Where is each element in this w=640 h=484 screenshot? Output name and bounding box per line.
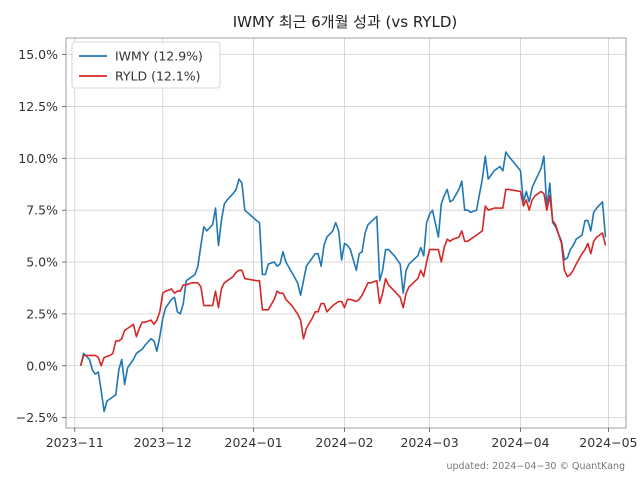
x-tick-label: 2023−11	[46, 435, 104, 450]
series-layer	[79, 151, 607, 413]
y-tick-label: 2.5%	[26, 306, 58, 321]
tick-layer: −2.5% 0.0% 2.5% 5.0% 7.5% 10.0% 12.5% 15.0% 2023…	[16, 47, 638, 450]
y-tick-label: 5.0%	[26, 255, 58, 270]
series-line-iwmy	[79, 151, 607, 413]
y-tick-label: 15.0%	[18, 47, 58, 62]
y-tick-label: 10.0%	[18, 151, 58, 166]
legend-label: IWMY (12.9%)	[115, 49, 203, 64]
x-tick-label: 2024−05	[579, 435, 637, 450]
x-tick-label: 2024−01	[225, 435, 283, 450]
y-tick-label: 0.0%	[26, 358, 58, 373]
x-tick-label: 2024−04	[491, 435, 549, 450]
y-tick-label: −2.5%	[16, 410, 58, 425]
x-tick-label: 2024−02	[315, 435, 373, 450]
x-tick-label: 2023−12	[134, 435, 192, 450]
x-tick-label: 2024−03	[400, 435, 458, 450]
series-line-ryld	[79, 188, 607, 367]
legend: IWMY (12.9%) RYLD (12.1%)	[71, 41, 221, 89]
legend-label: RYLD (12.1%)	[115, 69, 201, 84]
chart-title: IWMY 최근 6개월 성과 (vs RYLD)	[233, 13, 457, 31]
grid-layer	[66, 38, 626, 428]
legend-box	[71, 41, 221, 89]
y-tick-label: 12.5%	[18, 99, 58, 114]
y-tick-label: 7.5%	[26, 203, 58, 218]
plot-frame	[65, 37, 627, 429]
footer-updated: updated: 2024−04−30 © QuantKang	[446, 461, 625, 472]
